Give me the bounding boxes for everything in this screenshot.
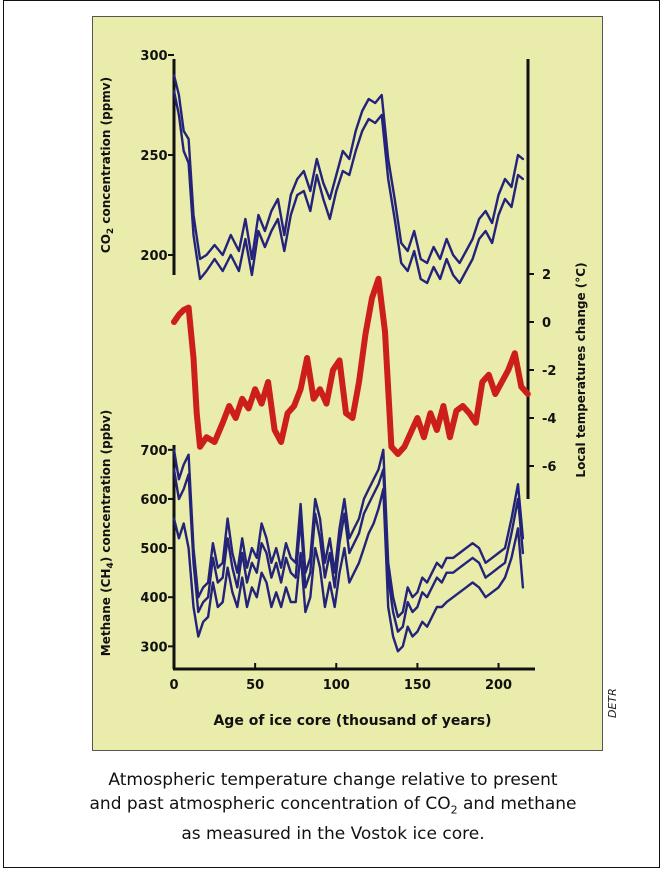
methane-y-label-post: ) concentration (ppbv) bbox=[99, 410, 113, 562]
x-tick-label: 200 bbox=[485, 678, 512, 693]
co2-tick-label: 200 bbox=[140, 249, 167, 264]
co2-y-label-pre: CO bbox=[99, 234, 113, 253]
caption-line-2-pre: and past atmospheric concentration of CO bbox=[89, 794, 451, 814]
temperature-tick-label: 2 bbox=[542, 268, 551, 283]
methane-tick-label: 600 bbox=[140, 493, 167, 508]
temperature-series-line-1 bbox=[171, 275, 531, 457]
x-axis-label: Age of ice core (thousand of years) bbox=[213, 713, 491, 729]
caption-line-3: as measured in the Vostok ice core. bbox=[181, 824, 485, 845]
temperature-tick-label: -2 bbox=[542, 364, 556, 379]
methane-series-line-1 bbox=[172, 448, 525, 619]
caption-line-2: and past atmospheric concentration of CO… bbox=[40, 792, 626, 822]
caption-line-2-post: and methane bbox=[457, 794, 577, 814]
temperature-tick-label: 0 bbox=[542, 316, 551, 331]
vostok-ice-core-chart: 0 50 100 150 200 Age of ice core (thousand of… bbox=[99, 49, 588, 729]
methane-series-line-3 bbox=[172, 487, 525, 653]
methane-series-line-2 bbox=[172, 468, 525, 633]
x-tick-label: 150 bbox=[404, 678, 431, 693]
chart-panel: 0 50 100 150 200 Age of ice core (thousand of… bbox=[92, 16, 603, 751]
methane-tick-label: 300 bbox=[140, 640, 167, 655]
co2-y-axis-label: CO2 concentration (ppmv) bbox=[99, 77, 116, 253]
x-tick-label: 50 bbox=[246, 678, 264, 693]
temperature-tick-label: -4 bbox=[542, 412, 556, 427]
methane-tick-label: 400 bbox=[140, 591, 167, 606]
x-tick-label: 100 bbox=[323, 678, 350, 693]
credit-label: DETR bbox=[606, 688, 619, 718]
co2-series-line-2 bbox=[172, 89, 525, 285]
x-tick-label: 0 bbox=[169, 678, 178, 693]
figure-caption: Atmospheric temperature change relative … bbox=[40, 768, 626, 846]
methane-y-label-sub: 4 bbox=[106, 562, 116, 568]
methane-y-axis-label: Methane (CH4) concentration (ppbv) bbox=[99, 410, 116, 656]
temperature-tick-label: -6 bbox=[542, 460, 556, 475]
methane-tick-label: 500 bbox=[140, 542, 167, 557]
co2-tick-label: 250 bbox=[140, 149, 167, 164]
methane-tick-label: 700 bbox=[140, 444, 167, 459]
caption-line-2-sub: 2 bbox=[450, 803, 458, 817]
caption-line-1: Atmospheric temperature change relative … bbox=[108, 770, 558, 790]
temperature-y-axis-label: Local temperatures change (°C) bbox=[574, 262, 588, 477]
co2-series-line-1 bbox=[172, 73, 525, 265]
methane-y-label-pre: Methane (CH bbox=[99, 569, 113, 657]
co2-y-label-post: concentration (ppmv) bbox=[99, 77, 113, 228]
co2-y-label-sub: 2 bbox=[106, 228, 116, 234]
co2-tick-label: 300 bbox=[140, 49, 167, 64]
figure-frame bbox=[3, 0, 660, 868]
